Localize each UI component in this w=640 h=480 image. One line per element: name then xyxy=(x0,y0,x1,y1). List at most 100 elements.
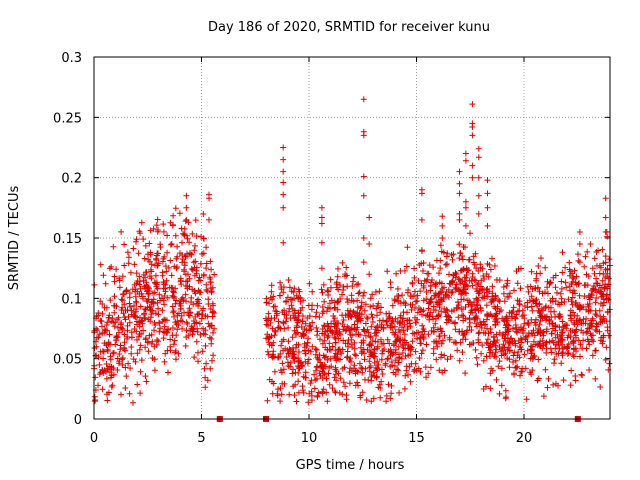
data-point xyxy=(174,318,181,325)
data-point xyxy=(599,318,606,325)
data-point xyxy=(395,343,402,350)
data-point xyxy=(391,341,398,347)
data-point xyxy=(580,320,587,327)
data-point xyxy=(454,304,461,311)
data-point xyxy=(565,341,572,348)
data-point xyxy=(168,272,175,279)
data-point xyxy=(264,331,271,338)
data-point xyxy=(567,268,574,275)
data-point xyxy=(381,346,388,353)
data-point xyxy=(102,280,109,287)
data-point xyxy=(118,228,125,235)
data-point xyxy=(533,300,540,307)
data-point xyxy=(378,366,385,373)
spike-point xyxy=(360,173,367,180)
spike-point xyxy=(462,157,469,164)
data-point xyxy=(457,339,464,346)
data-point xyxy=(96,361,103,368)
data-point xyxy=(477,319,483,326)
data-point xyxy=(331,304,338,311)
data-point xyxy=(446,271,452,278)
data-point xyxy=(147,227,154,234)
data-point xyxy=(178,296,185,303)
data-point xyxy=(126,300,133,307)
data-point xyxy=(341,364,348,371)
data-point xyxy=(304,360,311,367)
data-point xyxy=(373,332,379,339)
tick-layer: 0 0.05 0.1 0.15 0.2 0.25 0.3 0 5 10 15 20 xyxy=(53,51,610,446)
data-point xyxy=(204,377,211,384)
data-point xyxy=(512,357,519,364)
spike-point xyxy=(318,239,325,246)
data-point xyxy=(571,267,578,274)
data-point xyxy=(594,262,600,269)
data-point xyxy=(598,284,605,291)
data-point xyxy=(373,324,380,331)
data-point xyxy=(464,297,471,304)
data-point xyxy=(291,285,298,292)
data-point xyxy=(401,267,408,274)
spike-point xyxy=(439,222,446,229)
plot-frame xyxy=(93,56,611,420)
data-point xyxy=(403,367,410,374)
data-point xyxy=(518,265,524,272)
data-point xyxy=(486,344,493,351)
x-tick-label: 20 xyxy=(516,431,533,446)
data-point xyxy=(579,372,586,379)
data-point xyxy=(598,264,604,271)
data-point xyxy=(473,302,480,309)
data-point xyxy=(558,299,565,306)
data-point xyxy=(560,323,567,330)
data-point xyxy=(111,273,118,280)
data-point xyxy=(113,266,120,273)
data-point xyxy=(192,242,198,249)
data-point xyxy=(155,260,162,267)
data-point xyxy=(142,373,149,380)
data-point xyxy=(394,366,400,373)
data-point xyxy=(519,365,526,372)
data-point xyxy=(427,364,434,371)
data-point xyxy=(203,286,210,293)
data-point xyxy=(196,320,203,327)
data-point xyxy=(521,351,528,358)
data-point xyxy=(114,367,121,373)
data-point xyxy=(478,307,485,314)
data-point xyxy=(179,239,185,246)
data-point xyxy=(132,313,139,320)
data-point xyxy=(210,352,217,359)
data-point xyxy=(134,278,141,284)
data-point xyxy=(277,367,284,374)
data-point xyxy=(330,313,337,319)
data-point xyxy=(298,324,305,330)
data-point xyxy=(545,304,552,311)
data-point xyxy=(98,318,105,325)
data-point xyxy=(379,371,386,377)
data-point xyxy=(119,361,126,368)
data-point xyxy=(474,361,481,368)
data-point xyxy=(592,286,599,293)
data-point xyxy=(208,336,215,342)
data-point xyxy=(367,334,374,341)
data-point xyxy=(153,222,160,229)
data-point xyxy=(569,351,576,358)
data-point xyxy=(123,287,130,294)
data-point xyxy=(447,353,454,360)
data-point xyxy=(131,261,138,268)
data-point xyxy=(165,369,171,376)
data-point xyxy=(558,360,565,367)
data-point xyxy=(143,297,150,304)
data-point xyxy=(492,293,499,300)
data-point xyxy=(477,304,484,311)
data-point xyxy=(336,328,343,335)
data-point xyxy=(324,398,331,405)
data-point xyxy=(358,364,365,371)
data-point xyxy=(330,318,337,325)
data-point xyxy=(128,350,135,357)
data-point xyxy=(498,307,505,314)
data-point xyxy=(308,397,315,404)
data-point xyxy=(474,323,480,330)
data-point xyxy=(417,288,424,295)
data-point xyxy=(206,274,213,281)
data-point xyxy=(517,285,524,292)
data-point xyxy=(387,284,394,291)
